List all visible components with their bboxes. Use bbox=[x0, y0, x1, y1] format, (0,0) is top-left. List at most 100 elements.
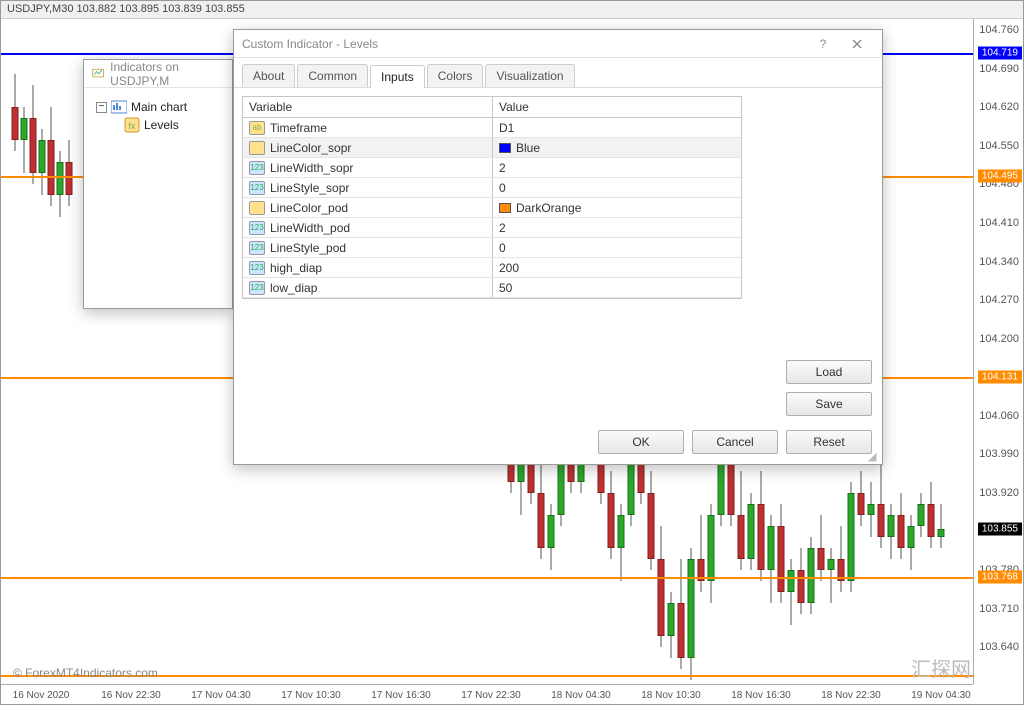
type-icon bbox=[249, 201, 265, 215]
svg-text:fx: fx bbox=[128, 121, 136, 131]
type-icon: 123 bbox=[249, 241, 265, 255]
time-tick: 17 Nov 22:30 bbox=[461, 690, 521, 701]
var-value[interactable]: 0 bbox=[493, 178, 741, 197]
tree-root[interactable]: − Main chart bbox=[96, 98, 220, 116]
input-row-LineStyle_pod[interactable]: 123 LineStyle_pod 0 bbox=[243, 238, 741, 258]
price-tick: 103.710 bbox=[979, 603, 1019, 615]
chart-header: USDJPY,M30 103.882 103.895 103.839 103.8… bbox=[1, 1, 1023, 19]
type-icon: ab bbox=[249, 121, 265, 135]
price-badge: 103.768 bbox=[978, 570, 1022, 583]
tree-child[interactable]: fx Levels bbox=[96, 116, 220, 134]
time-tick: 18 Nov 04:30 bbox=[551, 690, 611, 701]
price-badge: 104.131 bbox=[978, 370, 1022, 383]
price-badge: 104.495 bbox=[978, 170, 1022, 183]
chart-icon bbox=[111, 99, 127, 115]
color-swatch bbox=[499, 203, 511, 213]
indicators-titlebar[interactable]: Indicators on USDJPY,M bbox=[84, 60, 232, 88]
inputs-grid[interactable]: VariableValue ab Timeframe D1LineColor_sopr… bbox=[242, 96, 742, 299]
watermark: © ForexMT4Indicators.com bbox=[13, 666, 158, 680]
brand-watermark: 汇探网 bbox=[911, 653, 971, 682]
cancel-button[interactable]: Cancel bbox=[692, 430, 778, 454]
close-button[interactable] bbox=[840, 33, 874, 55]
var-name: Timeframe bbox=[270, 121, 327, 135]
ok-button[interactable]: OK bbox=[598, 430, 684, 454]
price-tick: 104.060 bbox=[979, 410, 1019, 422]
var-name: LineStyle_pod bbox=[270, 241, 346, 255]
tab-about[interactable]: About bbox=[242, 64, 295, 87]
save-button[interactable]: Save bbox=[786, 392, 872, 416]
input-row-high_diap[interactable]: 123 high_diap 200 bbox=[243, 258, 741, 278]
help-button[interactable]: ? bbox=[806, 33, 840, 55]
tab-colors[interactable]: Colors bbox=[427, 64, 484, 87]
time-tick: 17 Nov 16:30 bbox=[371, 690, 431, 701]
input-row-LineWidth_pod[interactable]: 123 LineWidth_pod 2 bbox=[243, 218, 741, 238]
color-swatch bbox=[499, 143, 511, 153]
symbol-ohlc: USDJPY,M30 103.882 103.895 103.839 103.8… bbox=[7, 3, 245, 15]
time-tick: 18 Nov 16:30 bbox=[731, 690, 791, 701]
time-tick: 16 Nov 22:30 bbox=[101, 690, 161, 701]
dialog-footer: OK Cancel Reset bbox=[598, 430, 872, 454]
dialog-side-buttons: Load Save bbox=[786, 360, 872, 416]
level-line bbox=[1, 577, 973, 579]
var-value[interactable]: 0 bbox=[493, 238, 741, 257]
input-row-LineWidth_sopr[interactable]: 123 LineWidth_sopr 2 bbox=[243, 158, 741, 178]
time-tick: 17 Nov 04:30 bbox=[191, 690, 251, 701]
price-tick: 104.760 bbox=[979, 24, 1019, 36]
var-name: LineStyle_sopr bbox=[270, 181, 349, 195]
indicators-icon bbox=[92, 67, 104, 81]
input-row-LineStyle_sopr[interactable]: 123 LineStyle_sopr 0 bbox=[243, 178, 741, 198]
tab-common[interactable]: Common bbox=[297, 64, 368, 87]
type-icon: 123 bbox=[249, 281, 265, 295]
price-tick: 104.340 bbox=[979, 256, 1019, 268]
type-icon: 123 bbox=[249, 161, 265, 175]
input-row-LineColor_pod[interactable]: LineColor_pod DarkOrange bbox=[243, 198, 741, 218]
resize-grip-icon[interactable]: ◢ bbox=[868, 450, 880, 462]
tab-visualization[interactable]: Visualization bbox=[485, 64, 574, 87]
var-name: high_diap bbox=[270, 261, 322, 275]
dialog-tabs: AboutCommonInputsColorsVisualization bbox=[234, 58, 882, 88]
var-value[interactable]: Blue bbox=[493, 138, 741, 157]
var-name: LineColor_pod bbox=[270, 201, 348, 215]
input-row-low_diap[interactable]: 123low_diap50 bbox=[243, 278, 741, 298]
col-variable[interactable]: Variable bbox=[243, 97, 493, 117]
var-value[interactable]: D1 bbox=[493, 118, 741, 137]
indicator-icon: fx bbox=[124, 117, 140, 133]
time-tick: 18 Nov 22:30 bbox=[821, 690, 881, 701]
indicators-window[interactable]: Indicators on USDJPY,M − Main chart fx L… bbox=[83, 59, 233, 309]
price-tick: 103.920 bbox=[979, 487, 1019, 499]
time-axis: 16 Nov 202016 Nov 22:3017 Nov 04:3017 No… bbox=[1, 684, 973, 704]
var-value[interactable]: 2 bbox=[493, 218, 741, 237]
price-axis: 104.760104.690104.620104.550104.480104.4… bbox=[973, 19, 1023, 684]
load-button[interactable]: Load bbox=[786, 360, 872, 384]
reset-button[interactable]: Reset bbox=[786, 430, 872, 454]
var-name: LineWidth_sopr bbox=[270, 161, 353, 175]
price-tick: 104.270 bbox=[979, 294, 1019, 306]
price-tick: 104.550 bbox=[979, 140, 1019, 152]
time-tick: 19 Nov 04:30 bbox=[911, 690, 971, 701]
type-icon: 123 bbox=[249, 221, 265, 235]
custom-indicator-dialog[interactable]: Custom Indicator - Levels ? AboutCommonI… bbox=[233, 29, 883, 465]
price-tick: 104.200 bbox=[979, 333, 1019, 345]
dialog-titlebar[interactable]: Custom Indicator - Levels ? bbox=[234, 30, 882, 58]
dialog-title: Custom Indicator - Levels bbox=[242, 37, 378, 51]
type-icon: 123 bbox=[249, 261, 265, 275]
var-value[interactable]: DarkOrange bbox=[493, 198, 741, 217]
input-row-LineColor_sopr[interactable]: LineColor_sopr Blue bbox=[243, 138, 741, 158]
price-badge: 104.719 bbox=[978, 46, 1022, 59]
price-tick: 103.640 bbox=[979, 641, 1019, 653]
time-tick: 18 Nov 10:30 bbox=[641, 690, 701, 701]
var-value[interactable]: 2 bbox=[493, 158, 741, 177]
col-value[interactable]: Value bbox=[493, 97, 741, 117]
dialog-body: VariableValue ab Timeframe D1LineColor_sopr… bbox=[234, 88, 882, 307]
type-icon bbox=[249, 141, 265, 155]
price-tick: 104.410 bbox=[979, 217, 1019, 229]
var-value[interactable]: 50 bbox=[493, 278, 741, 297]
var-name: LineWidth_pod bbox=[270, 221, 350, 235]
type-icon: 123 bbox=[249, 181, 265, 195]
input-row-Timeframe[interactable]: ab Timeframe D1 bbox=[243, 118, 741, 138]
tab-inputs[interactable]: Inputs bbox=[370, 65, 425, 88]
tree-child-label: Levels bbox=[144, 118, 179, 132]
price-tick: 104.690 bbox=[979, 63, 1019, 75]
collapse-icon[interactable]: − bbox=[96, 102, 107, 113]
var-value[interactable]: 200 bbox=[493, 258, 741, 277]
